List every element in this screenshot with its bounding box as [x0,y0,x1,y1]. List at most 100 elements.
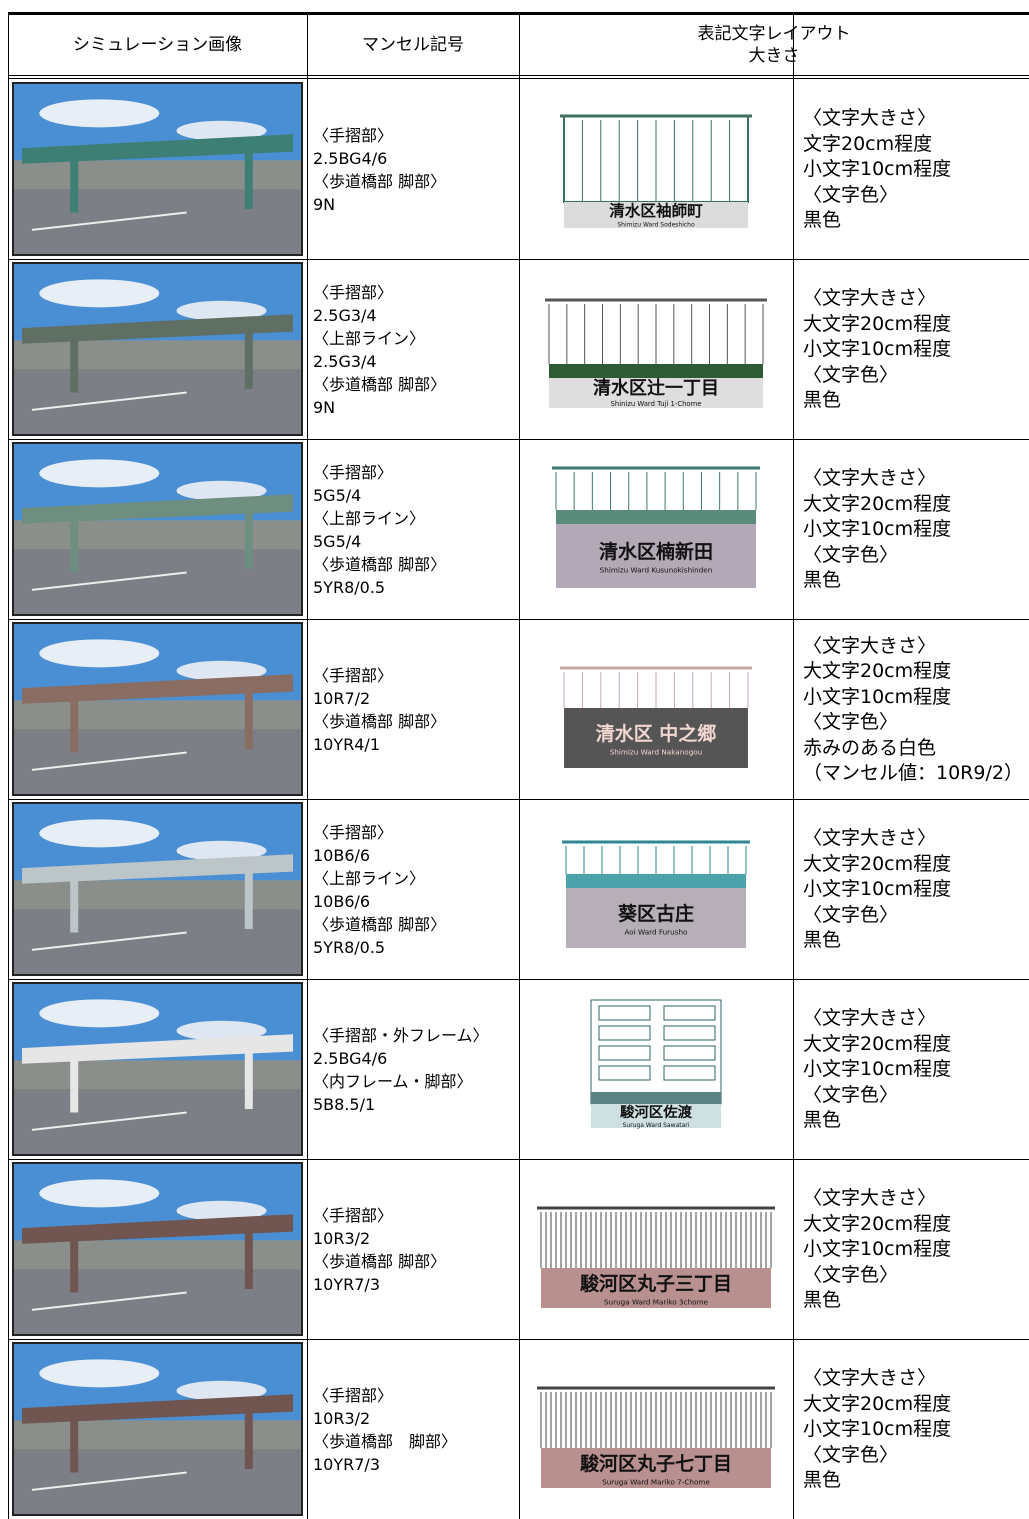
size-line: 〈文字色〉 [803,1443,899,1466]
sign-layout: 駿河区丸子三丁目 Suruga Ward Mariko 3chome [537,1206,775,1308]
header-cell: マンセル記号 [307,15,519,75]
munsell-cell: 〈手摺部〉 5G5/4 〈上部ライン〉 5G5/4 〈歩道橋部 脚部〉 5YR8/0.5 [307,440,519,620]
munsell-line: 5YR8/0.5 [313,578,386,597]
munsell-line: 10B6/6 [313,892,371,911]
size-line: 黒色 [803,1109,842,1132]
munsell-line: 10R7/2 [313,689,371,708]
simulation-image [12,802,303,976]
size-line: 大文字20cm程度 [803,492,952,515]
munsell-line: 〈手摺部・外フレーム〉 [313,1026,489,1045]
frame-panel [598,1005,651,1021]
size-line: （マンセル値：10R9/2） [803,762,1023,784]
munsell-line: 〈手摺部〉 [313,283,394,302]
munsell-line: 10R3/2 [313,1409,371,1428]
bridge-pier [244,1048,253,1110]
header-cell: 表記文字レイアウト 大きさ [519,15,1029,75]
munsell-line: 〈歩道橋部 脚部〉 [313,555,447,574]
bridge-pier [70,1060,79,1113]
bridge-pier [70,520,79,573]
munsell-line: 2.5G3/4 [313,306,377,325]
band [566,874,746,888]
simulation-image [12,442,303,616]
size-cell: 〈文字大きさ〉 大文字20cm程度 小文字10cm程度 〈文字色〉 黒色 [793,440,1029,620]
bridge-deck [22,1034,293,1064]
cloud [39,1179,160,1208]
cloud [39,279,160,308]
road [14,1089,301,1154]
size-line: 〈文字大きさ〉 [803,1007,937,1030]
size-line: 黒色 [803,389,842,412]
munsell-line: 〈歩道橋部 脚部〉 [313,1252,447,1271]
sign-romaji: Shinizu Ward Tuji 1-Chome [611,400,702,408]
bridge-pier [70,340,79,393]
munsell-line: 〈手摺部〉 [313,666,394,685]
buildings [14,1060,301,1090]
name-panel [564,708,748,768]
munsell-cell: 〈手摺部〉 2.5G3/4 〈上部ライン〉 2.5G3/4 〈歩道橋部 脚部〉 9N [307,260,519,440]
sign-romaji: Suruga Ward Mariko 3chome [604,1297,709,1306]
buildings [14,880,301,910]
frame-panel [663,1065,716,1081]
road [14,549,301,614]
size-line: 〈文字色〉 [803,363,899,386]
row-rule [8,619,1029,620]
bridge-pier [244,148,253,210]
top-rule [8,12,1029,15]
cloud [176,480,267,501]
munsell-line: 2.5BG4/6 [313,1049,388,1068]
munsell-line: 〈上部ライン〉 [313,509,426,528]
frame-panel [598,1045,651,1061]
name-panel [591,1104,721,1128]
simulation-image [12,1162,303,1336]
munsell-line: 〈歩道橋部 脚部〉 [313,375,447,394]
simulation-image [12,262,303,436]
road [14,909,301,974]
munsell-line: 5G5/4 [313,532,362,551]
munsell-line: 〈手摺部〉 [313,823,394,842]
size-cell: 〈文字大きさ〉 大文字20cm程度 小文字10cm程度 〈文字色〉 黒色 [793,260,1029,440]
name-panel [566,888,746,948]
size-line: 黒色 [803,1289,842,1312]
road [14,369,301,434]
size-line: 黒色 [803,929,842,952]
row-rule [8,1339,1029,1340]
bridge-deck [22,854,293,884]
band [549,364,763,378]
size-line: 〈文字大きさ〉 [803,634,937,657]
sign-layout: 葵区古庄 Aoi Ward Furusho [562,840,750,948]
header-text: マンセル記号 [362,35,464,55]
size-line: 〈文字大きさ〉 [803,1187,937,1210]
bridge-deck [22,1214,293,1244]
size-line: 黒色 [803,209,842,232]
sign-name: 清水区 中之郷 [596,722,717,745]
size-line: 〈文字色〉 [803,543,899,566]
sign-layout: 清水区袖師町 Shimizu Ward Sodeshicho [560,114,752,229]
size-line: 〈文字色〉 [803,903,899,926]
size-line: 大文字20cm程度 [803,1212,952,1235]
munsell-line: 5B8.5/1 [313,1095,376,1114]
frame-panel [663,1005,716,1021]
munsell-line: 5YR8/0.5 [313,938,386,957]
header-cell: シミュレーション画像 [8,15,307,75]
munsell-line: 10R3/2 [313,1229,371,1248]
simulation-image [12,1342,303,1516]
munsell-line: 10B6/6 [313,846,371,865]
size-cell: 〈文字大きさ〉 大文字20cm程度 小文字10cm程度 〈文字色〉 黒色 [793,1340,1029,1519]
row-rule [8,1159,1029,1160]
column-rule [8,12,9,1519]
size-line: 大文字20cm程度 [803,1392,952,1415]
size-line: 小文字10cm程度 [803,1418,952,1441]
bridge-pier [244,508,253,570]
band [591,1092,721,1104]
munsell-line: 2.5G3/4 [313,352,377,371]
header-text: シミュレーション画像 [72,35,243,55]
name-panel [564,202,748,228]
sign-layout: 駿河区丸子七丁目 Suruga Ward Mariko 7-Chome [537,1386,775,1488]
bridge-pier [70,1420,79,1473]
munsell-cell: 〈手摺部〉 10R7/2 〈歩道橋部 脚部〉 10YR4/1 [307,620,519,800]
cloud [176,660,267,681]
name-panel [541,1268,771,1308]
sign-name: 駿河区丸子七丁目 [580,1452,732,1475]
munsell-line: 10YR7/3 [313,1455,380,1474]
row-rule [8,259,1029,260]
